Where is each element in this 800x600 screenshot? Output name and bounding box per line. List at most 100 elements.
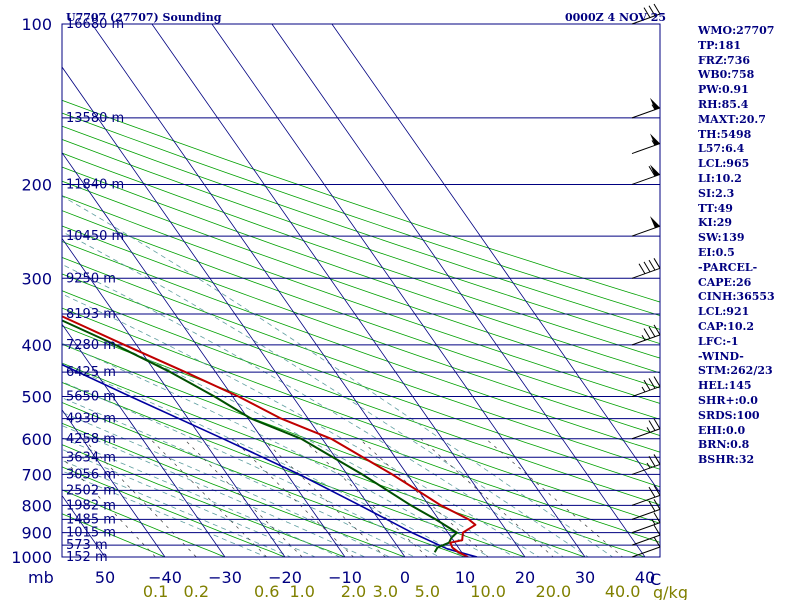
index-item: CAPE:26 (698, 275, 752, 289)
dry-adiabat (62, 444, 347, 557)
temperature-tick-label: 20 (515, 568, 535, 587)
temperature-tick-label: 30 (575, 568, 595, 587)
pressure-tick-label: 500 (21, 388, 52, 407)
pressure-tick-label: 900 (21, 524, 52, 543)
index-item: BSHR:32 (698, 453, 755, 467)
wind-barb-flag (653, 512, 661, 523)
index-item: LI:10.2 (698, 171, 742, 185)
dry-adiabat (62, 195, 660, 404)
isotherm (91, 24, 466, 557)
temperature-tick-label: −10 (328, 568, 362, 587)
wind-barb (631, 536, 661, 558)
pressure-tick-label: 700 (21, 465, 52, 484)
dry-adiabat (62, 180, 660, 389)
temperature-trace (62, 315, 477, 557)
mixing-ratio-label: 2.0 (341, 582, 366, 600)
wind-barb-flag (648, 326, 656, 337)
index-item: CINH:36553 (698, 290, 775, 304)
mixing-ratio-label: 0.1 (143, 582, 168, 600)
mixing-ratio-line (149, 438, 268, 557)
index-item: FRZ:736 (698, 53, 751, 67)
mixing-ratio-label: 0.2 (184, 582, 209, 600)
height-label: 1485 m (66, 512, 116, 527)
index-item: RH:85.4 (698, 97, 749, 111)
dry-adiabat (62, 402, 467, 557)
wind-barb (631, 454, 661, 475)
pressure-tick-label: 800 (21, 496, 52, 515)
wind-barb-staff (631, 267, 661, 279)
height-label: 13580 m (66, 111, 124, 126)
wind-barb-flag (648, 259, 656, 271)
index-item: HEL:145 (698, 379, 752, 393)
wind-barb (631, 499, 661, 520)
height-label: 3056 m (66, 467, 116, 482)
moist-adiabat (62, 411, 391, 557)
wind-barb-pennant (650, 97, 660, 110)
isotherm (62, 323, 226, 557)
index-item: BRN:0.8 (698, 438, 750, 452)
wind-barb-staff (631, 386, 661, 398)
wind-barb-flag (653, 418, 661, 430)
index-item: STM:262/23 (698, 364, 773, 378)
index-item: -PARCEL- (698, 260, 758, 274)
wind-barb-staff (631, 522, 661, 534)
index-item: LCL:965 (698, 157, 750, 171)
mixing-ratio-line (232, 438, 355, 557)
wind-barb-pennant (650, 216, 660, 229)
wind-barb-flag (653, 324, 661, 336)
isotherm (211, 24, 586, 557)
index-item: LFC:-1 (698, 334, 739, 348)
height-label: 6425 m (66, 365, 116, 380)
wind-barb-half (651, 519, 656, 525)
dry-adiabat (62, 513, 167, 557)
dry-adiabat (62, 99, 660, 303)
index-item: TT:49 (698, 201, 733, 215)
stability-index-list: WMO:27707 TP:181 FRZ:736 WB0:758 PW:0.91 RH:8… (698, 24, 798, 468)
dry-adiabat (62, 210, 660, 420)
index-item: TH:5498 (698, 127, 752, 141)
moist-adiabat (62, 342, 491, 557)
temperature-tick-label: 10 (455, 568, 475, 587)
mixing-ratio-label: 5.0 (415, 582, 440, 600)
wind-barb-half (641, 386, 646, 393)
index-item: MAXT:20.7 (698, 112, 766, 126)
index-item: L57:6.4 (698, 142, 745, 156)
wind-barb (631, 418, 661, 440)
wind-barb-flag (653, 499, 661, 510)
temperature-tick-label: −20 (268, 568, 302, 587)
index-item: -WIND- (698, 349, 744, 363)
mixing-ratio-label: 3.0 (373, 582, 398, 600)
height-label: 3634 m (66, 450, 116, 465)
height-label: 10450 m (66, 229, 124, 244)
pressure-tick-label: 400 (21, 336, 52, 355)
temperature-unit-label: C (650, 570, 661, 589)
moist-adiabat (62, 425, 366, 557)
mixing-ratio-line (359, 438, 489, 557)
index-item: SHR+:0.0 (698, 393, 758, 407)
wind-barb-staff (631, 13, 661, 25)
moist-adiabat (62, 319, 515, 557)
wind-barb-flag (638, 263, 646, 274)
height-label: 9250 m (66, 271, 116, 286)
wind-barb-staff (631, 534, 661, 546)
wind-barb-staff (631, 463, 661, 475)
wind-barb-flag (653, 258, 661, 269)
wind-barb (631, 376, 661, 398)
wind-barb-flag (643, 261, 651, 273)
dry-adiabat (62, 466, 287, 557)
index-item: CAP:10.2 (698, 319, 755, 333)
isotherm (271, 24, 646, 557)
moist-adiabat (62, 293, 540, 557)
mixing-ratio-label: 0.6 (254, 582, 279, 600)
wind-barb (631, 97, 661, 119)
index-item: WMO:27707 (698, 24, 775, 37)
moist-adiabat (62, 459, 292, 557)
mixing-ratio-label: 40.0 (605, 582, 641, 600)
height-label: 11840 m (66, 177, 124, 192)
mixing-ratio-line (420, 438, 554, 557)
wind-barb (631, 3, 661, 25)
wind-barb-flag (648, 378, 656, 389)
isotherm (62, 152, 346, 557)
height-label: 8193 m (66, 307, 116, 322)
